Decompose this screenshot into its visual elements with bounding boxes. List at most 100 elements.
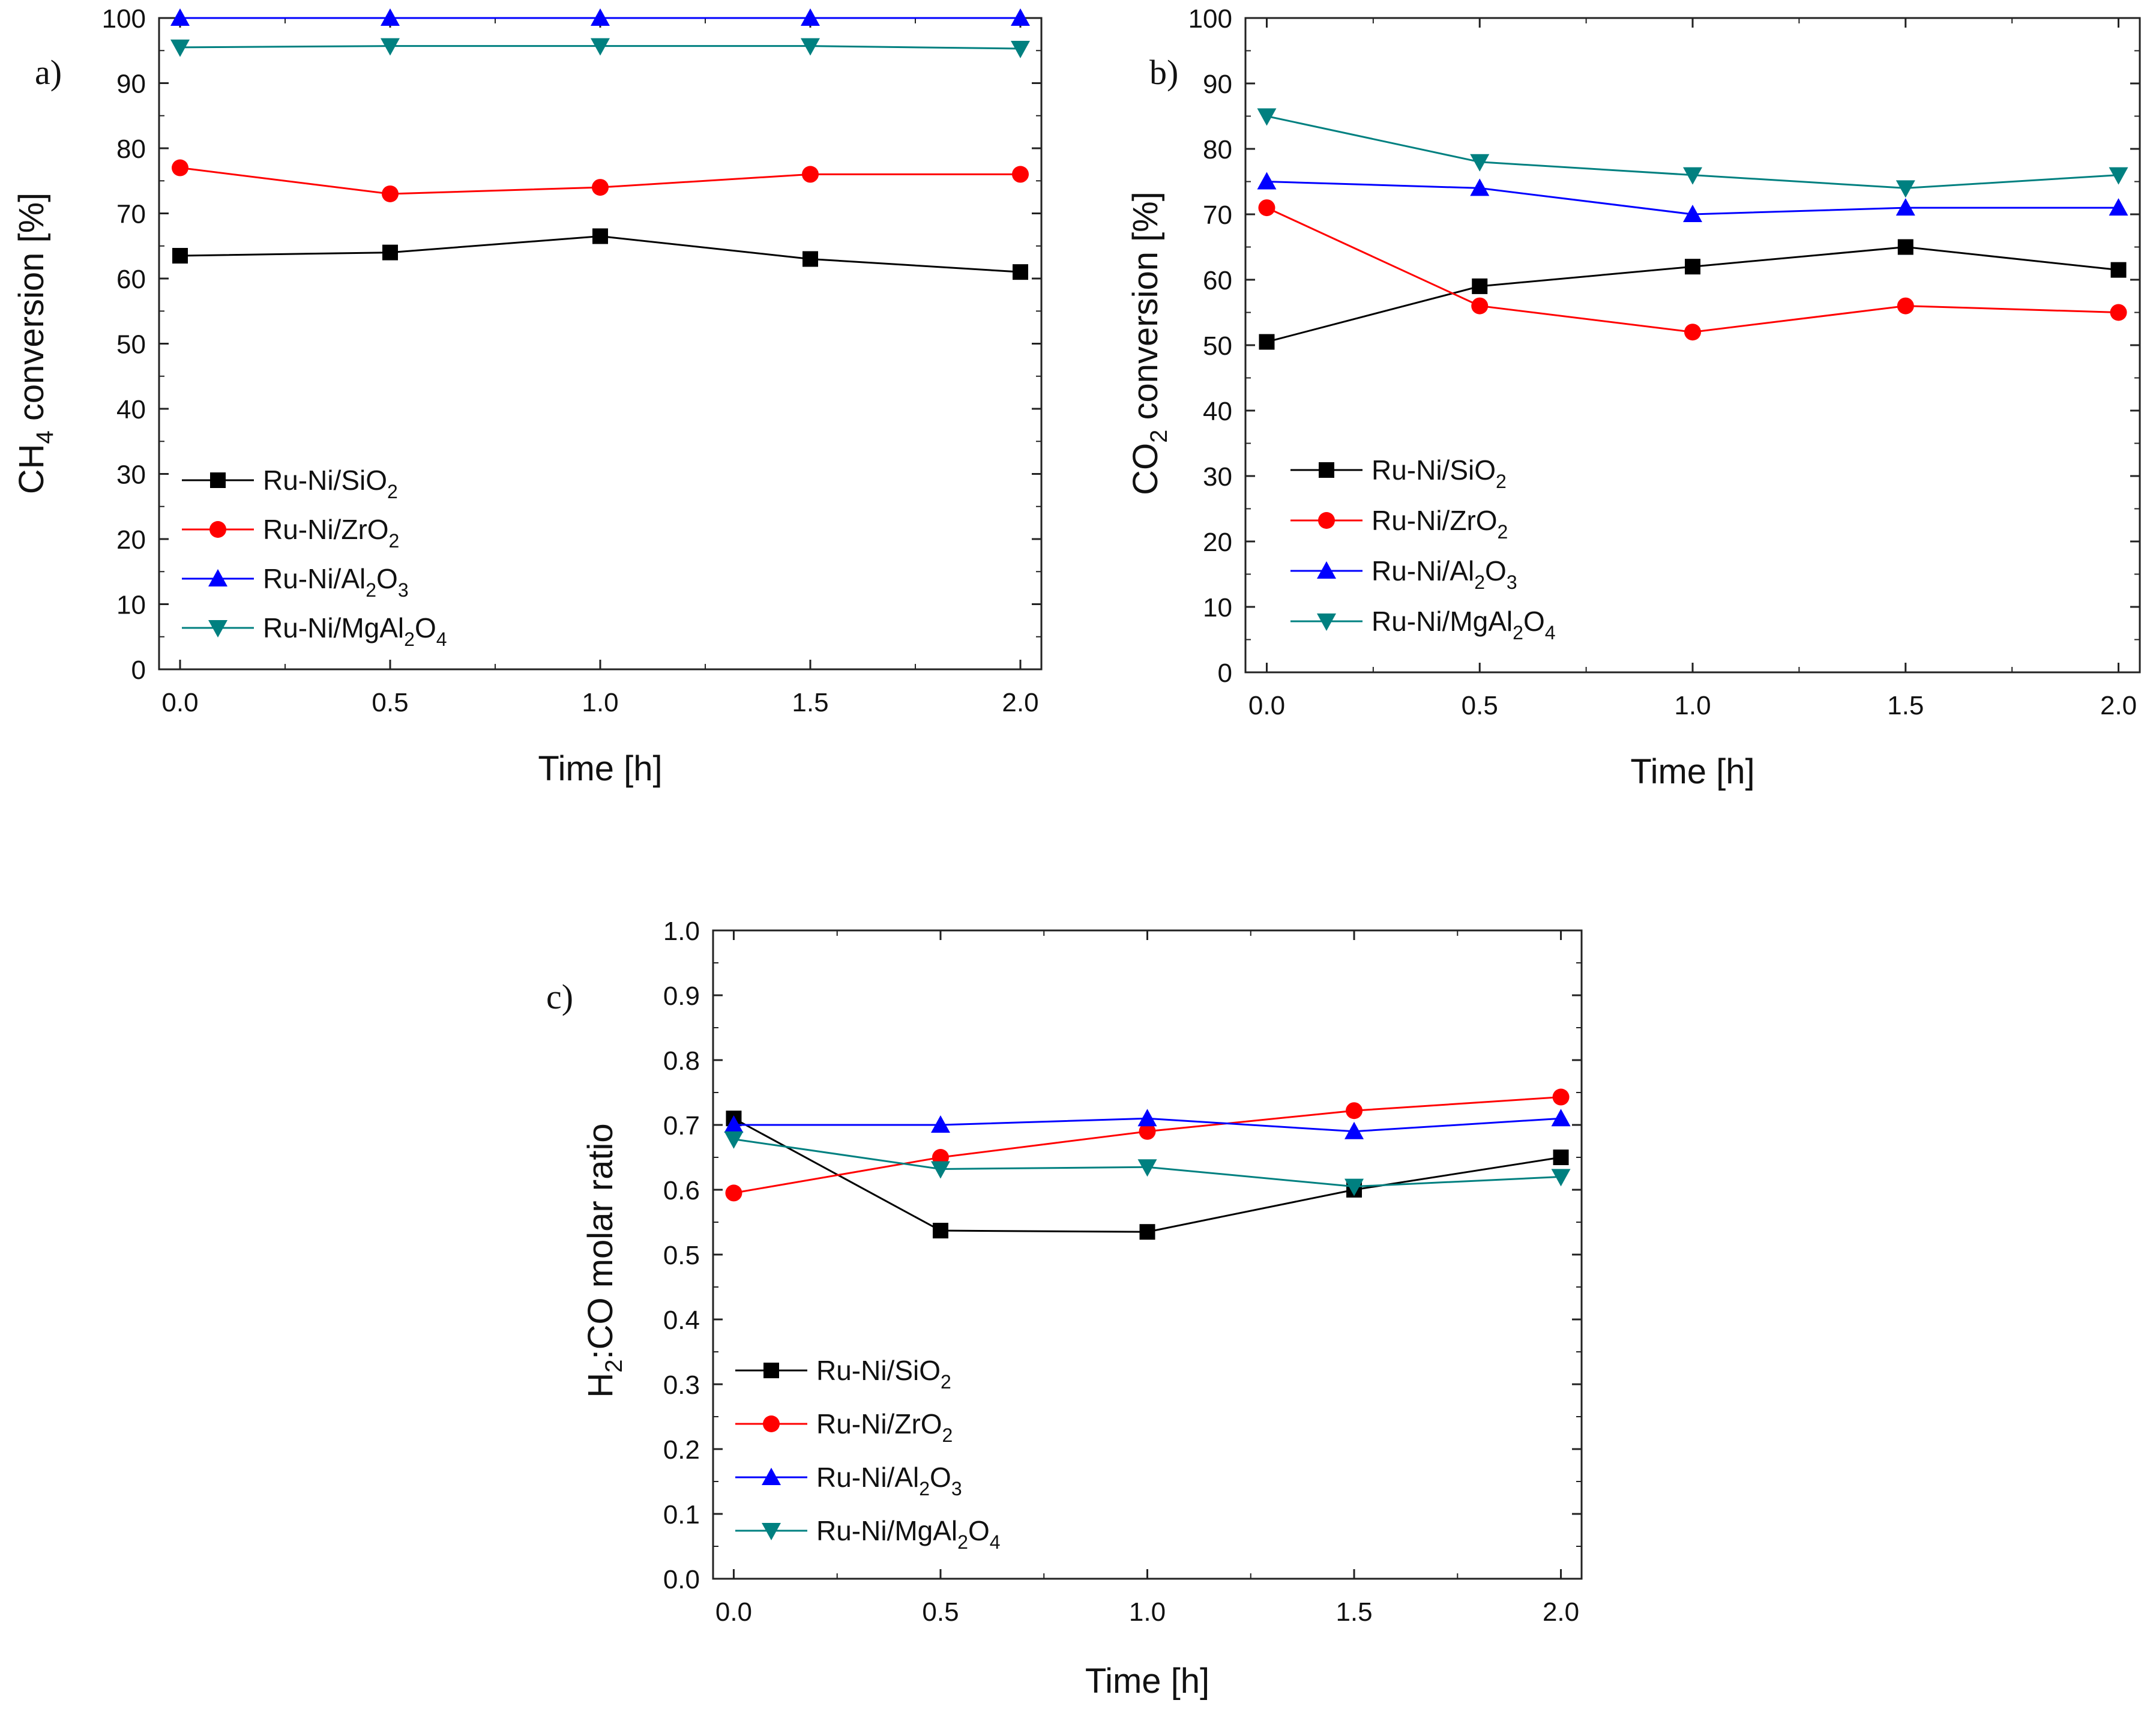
y-tick-label: 0.0 bbox=[663, 1565, 700, 1594]
legend-label: Ru-Ni/ZrO2 bbox=[816, 1408, 953, 1446]
y-tick-label: 10 bbox=[116, 591, 146, 620]
data-point bbox=[724, 1115, 744, 1133]
data-point bbox=[1344, 1178, 1364, 1196]
data-point bbox=[1896, 198, 1915, 216]
y-tick-label: 80 bbox=[116, 134, 146, 164]
y-tick-label: 50 bbox=[116, 330, 146, 360]
legend-marker bbox=[210, 472, 226, 488]
legend-item: Ru-Ni/Al2O3 bbox=[1290, 555, 1517, 593]
y-tick-label: 10 bbox=[1203, 593, 1232, 622]
data-point bbox=[1012, 166, 1029, 183]
legend-label: Ru-Ni/SiO2 bbox=[263, 465, 398, 502]
data-point bbox=[802, 166, 819, 183]
legend-item: Ru-Ni/ZrO2 bbox=[182, 514, 399, 552]
y-tick-label: 20 bbox=[1203, 528, 1232, 557]
series-Ru-Ni/ZrO2 bbox=[725, 1088, 1570, 1202]
data-point bbox=[1139, 1224, 1155, 1240]
series-Ru-Ni/SiO2 bbox=[172, 228, 1028, 280]
series-Ru-Ni/Al2O3 bbox=[170, 8, 1030, 26]
data-point bbox=[1683, 205, 1702, 222]
data-point bbox=[2110, 304, 2127, 321]
legend-label: Ru-Ni/Al2O3 bbox=[1372, 555, 1517, 593]
y-axis-title: CH4 conversion [%] bbox=[12, 193, 58, 495]
data-point bbox=[1011, 40, 1030, 58]
data-point bbox=[2110, 262, 2127, 278]
data-point bbox=[2109, 167, 2128, 185]
data-point bbox=[1011, 8, 1030, 26]
x-tick-label: 1.5 bbox=[1335, 1597, 1372, 1627]
data-point bbox=[1683, 167, 1702, 185]
data-point bbox=[1551, 1109, 1571, 1127]
x-axis-title: Time [h] bbox=[1085, 1662, 1209, 1701]
data-point bbox=[1013, 264, 1028, 280]
data-point bbox=[2109, 198, 2128, 216]
legend-label: Ru-Ni/Al2O3 bbox=[263, 563, 409, 601]
y-tick-label: 0.9 bbox=[663, 981, 700, 1011]
y-tick-label: 60 bbox=[1203, 266, 1232, 295]
data-point bbox=[932, 1223, 948, 1239]
data-point bbox=[1470, 154, 1490, 172]
y-tick-label: 0.2 bbox=[663, 1435, 700, 1465]
x-tick-label: 1.0 bbox=[1129, 1597, 1166, 1627]
x-axis-title: Time [h] bbox=[1630, 752, 1754, 791]
data-point bbox=[381, 8, 400, 26]
x-axis-title: Time [h] bbox=[538, 749, 662, 788]
data-point bbox=[930, 1161, 950, 1179]
data-point bbox=[1137, 1109, 1157, 1127]
legend: Ru-Ni/SiO2 Ru-Ni/ZrO2 Ru-Ni/Al2O3 Ru-Ni/MgA… bbox=[1290, 454, 1556, 644]
legend-label: Ru-Ni/MgAl2O4 bbox=[263, 612, 447, 650]
legend-item: Ru-Ni/ZrO2 bbox=[1290, 505, 1508, 543]
data-point bbox=[1553, 1150, 1569, 1165]
x-tick-label: 0.5 bbox=[922, 1597, 959, 1627]
x-tick-label: 2.0 bbox=[1002, 688, 1038, 717]
y-tick-label: 40 bbox=[1203, 397, 1232, 426]
legend-item: Ru-Ni/ZrO2 bbox=[735, 1408, 953, 1446]
data-point bbox=[1344, 1121, 1364, 1139]
y-tick-label: 0.4 bbox=[663, 1306, 700, 1335]
series-Ru-Ni/MgAl2O4 bbox=[724, 1131, 1571, 1196]
legend-marker bbox=[762, 1468, 781, 1485]
legend-marker bbox=[208, 569, 227, 586]
data-point bbox=[1552, 1088, 1570, 1106]
y-tick-label: 100 bbox=[1188, 4, 1232, 34]
series-Ru-Ni/Al2O3 bbox=[724, 1109, 1571, 1139]
series-Ru-Ni/MgAl2O4 bbox=[170, 38, 1030, 58]
legend-marker bbox=[1319, 462, 1334, 478]
legend-label: Ru-Ni/SiO2 bbox=[816, 1355, 951, 1393]
legend-label: Ru-Ni/ZrO2 bbox=[1372, 505, 1508, 543]
y-tick-label: 0.6 bbox=[663, 1176, 700, 1205]
data-point bbox=[1470, 178, 1490, 196]
x-tick-label: 1.5 bbox=[1887, 691, 1924, 720]
data-point bbox=[170, 8, 190, 26]
data-point bbox=[1257, 172, 1277, 190]
y-tick-label: 0.5 bbox=[663, 1241, 700, 1270]
y-tick-label: 50 bbox=[1203, 331, 1232, 361]
y-tick-label: 30 bbox=[1203, 462, 1232, 492]
data-point bbox=[1896, 180, 1915, 198]
data-point bbox=[1897, 239, 1914, 255]
y-tick-label: 0.3 bbox=[663, 1370, 700, 1400]
legend-item: Ru-Ni/SiO2 bbox=[182, 465, 398, 502]
data-point bbox=[1551, 1169, 1571, 1187]
data-point bbox=[172, 248, 188, 264]
panel-label: a) bbox=[35, 53, 62, 92]
legend-marker bbox=[763, 1415, 780, 1432]
panel-a: 0 10 20 30 40 50 60 70 80 90 100 0.0 0.5 1.0 1.5 2.0 Tim… bbox=[12, 4, 1043, 788]
legend-item: Ru-Ni/SiO2 bbox=[735, 1355, 951, 1393]
series-Ru-Ni/MgAl2O4 bbox=[1257, 108, 2128, 198]
x-tick-label: 1.0 bbox=[1674, 691, 1711, 720]
y-tick-label: 0.1 bbox=[663, 1500, 700, 1530]
legend-item: Ru-Ni/MgAl2O4 bbox=[182, 612, 447, 650]
data-point bbox=[1139, 1123, 1156, 1140]
data-point bbox=[1259, 334, 1275, 350]
data-point bbox=[801, 38, 820, 56]
series-Ru-Ni/ZrO2 bbox=[1258, 199, 2127, 341]
data-point bbox=[1346, 1102, 1363, 1120]
legend-marker bbox=[208, 620, 227, 637]
legend-marker bbox=[1318, 512, 1335, 529]
legend-label: Ru-Ni/Al2O3 bbox=[816, 1462, 962, 1500]
x-tick-label: 0.5 bbox=[1462, 691, 1498, 720]
data-point bbox=[1472, 278, 1488, 294]
data-point bbox=[382, 185, 399, 202]
